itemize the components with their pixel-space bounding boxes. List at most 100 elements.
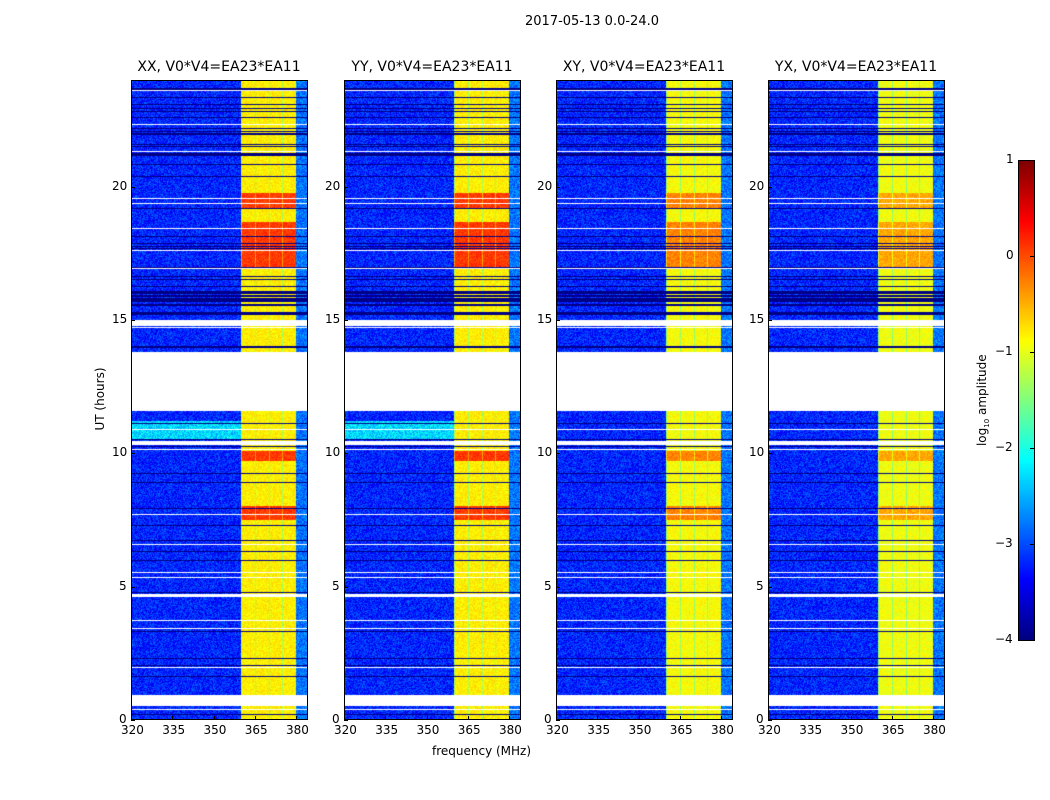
panel-title: YY, V0*V4=EA23*EA11 <box>351 59 513 75</box>
y-tick <box>556 586 560 588</box>
x-tick-label: 320 <box>334 723 357 737</box>
colorbar-tick-label: −2 <box>995 440 1013 454</box>
x-tick-label: 380 <box>711 723 734 737</box>
x-tick <box>638 716 640 720</box>
colorbar-tick <box>1030 448 1034 449</box>
waterfall-heatmap <box>132 81 307 719</box>
panel-title: YX, V0*V4=EA23*EA11 <box>774 59 938 75</box>
y-tick <box>768 586 772 588</box>
colorbar-tick <box>1030 160 1034 161</box>
x-tick <box>850 716 852 720</box>
y-tick-label: 15 <box>112 312 128 326</box>
y-axis-label: UT (hours) <box>93 367 107 431</box>
colorbar-tick-label: 0 <box>1006 248 1014 262</box>
y-tick-label: 10 <box>537 445 553 460</box>
colorbar-label-sub: 10 <box>983 418 992 428</box>
y-tick <box>131 186 135 188</box>
y-tick <box>768 320 772 321</box>
x-tick-label: 320 <box>121 723 144 737</box>
colorbar-tick-label: −4 <box>995 632 1013 646</box>
y-tick <box>556 720 560 721</box>
waterfall-panel-2 <box>344 80 521 720</box>
x-tick-label: 350 <box>203 723 227 737</box>
x-tick-label: 365 <box>669 723 693 737</box>
figure-title: 2017-05-13 0.0-24.0 <box>525 14 659 29</box>
x-tick <box>809 716 811 720</box>
x-tick <box>891 716 893 720</box>
y-tick <box>768 453 772 455</box>
colorbar-label: log10 amplitude <box>975 335 991 465</box>
x-axis-label: frequency (MHz) <box>432 744 532 758</box>
x-tick <box>467 716 469 720</box>
x-tick <box>556 716 557 720</box>
colorbar-label-main: log <box>974 427 989 447</box>
y-tick <box>131 720 135 721</box>
y-tick <box>556 320 560 321</box>
y-tick-label: 20 <box>749 178 765 193</box>
waterfall-panel-4 <box>768 80 945 720</box>
x-tick-label: 335 <box>375 723 399 737</box>
x-tick-label: 320 <box>758 723 781 737</box>
y-tick-label: 0 <box>332 712 340 726</box>
y-tick <box>131 320 135 321</box>
y-tick-label: 20 <box>537 178 553 193</box>
x-tick <box>172 716 174 720</box>
y-tick <box>344 586 348 588</box>
y-tick-label: 15 <box>325 312 341 326</box>
x-tick-label: 365 <box>244 723 268 737</box>
x-tick <box>254 716 256 720</box>
y-tick <box>768 186 772 188</box>
y-tick-label: 5 <box>544 578 552 593</box>
x-tick <box>296 716 297 720</box>
colorbar <box>1018 160 1035 641</box>
y-tick <box>768 720 772 721</box>
x-tick <box>509 716 510 720</box>
x-tick-label: 380 <box>499 723 522 737</box>
x-tick-label: 350 <box>840 723 864 737</box>
x-tick <box>131 716 132 720</box>
x-tick-label: 350 <box>416 723 440 737</box>
x-tick-label: 380 <box>923 723 946 737</box>
x-tick-label: 335 <box>799 723 823 737</box>
y-tick <box>344 453 348 455</box>
x-tick <box>679 716 681 720</box>
colorbar-tick <box>1030 256 1034 257</box>
waterfall-heatmap <box>769 81 944 719</box>
y-tick-label: 0 <box>119 712 127 726</box>
y-tick <box>131 586 135 588</box>
y-tick <box>131 453 135 455</box>
colorbar-tick <box>1030 640 1034 641</box>
y-tick-label: 5 <box>756 578 764 593</box>
x-tick-label: 365 <box>881 723 905 737</box>
y-tick <box>344 320 348 321</box>
x-tick-label: 335 <box>587 723 611 737</box>
y-tick-label: 20 <box>325 178 341 193</box>
x-tick-label: 365 <box>457 723 481 737</box>
y-tick-label: 5 <box>119 578 127 593</box>
y-tick-label: 10 <box>112 445 128 460</box>
x-tick <box>597 716 599 720</box>
waterfall-heatmap <box>557 81 732 719</box>
x-tick <box>213 716 215 720</box>
panel-title: XY, V0*V4=EA23*EA11 <box>562 59 726 75</box>
x-tick <box>933 716 934 720</box>
x-tick-label: 380 <box>286 723 309 737</box>
colorbar-tick <box>1030 352 1034 353</box>
y-tick-label: 20 <box>112 178 128 193</box>
x-tick <box>385 716 387 720</box>
waterfall-panel-3 <box>556 80 733 720</box>
colorbar-tick <box>1030 544 1034 545</box>
y-tick-label: 15 <box>537 312 553 326</box>
colorbar-label-rest: amplitude <box>974 354 989 419</box>
y-tick <box>556 453 560 455</box>
y-tick <box>344 186 348 188</box>
waterfall-panel-1 <box>131 80 308 720</box>
y-tick <box>344 720 348 721</box>
x-tick-label: 335 <box>162 723 186 737</box>
y-tick-label: 10 <box>749 445 765 460</box>
colorbar-tick-label: 1 <box>1006 152 1014 166</box>
x-tick <box>344 716 345 720</box>
colorbar-tick-label: −3 <box>995 536 1013 550</box>
y-tick-label: 0 <box>756 712 764 726</box>
